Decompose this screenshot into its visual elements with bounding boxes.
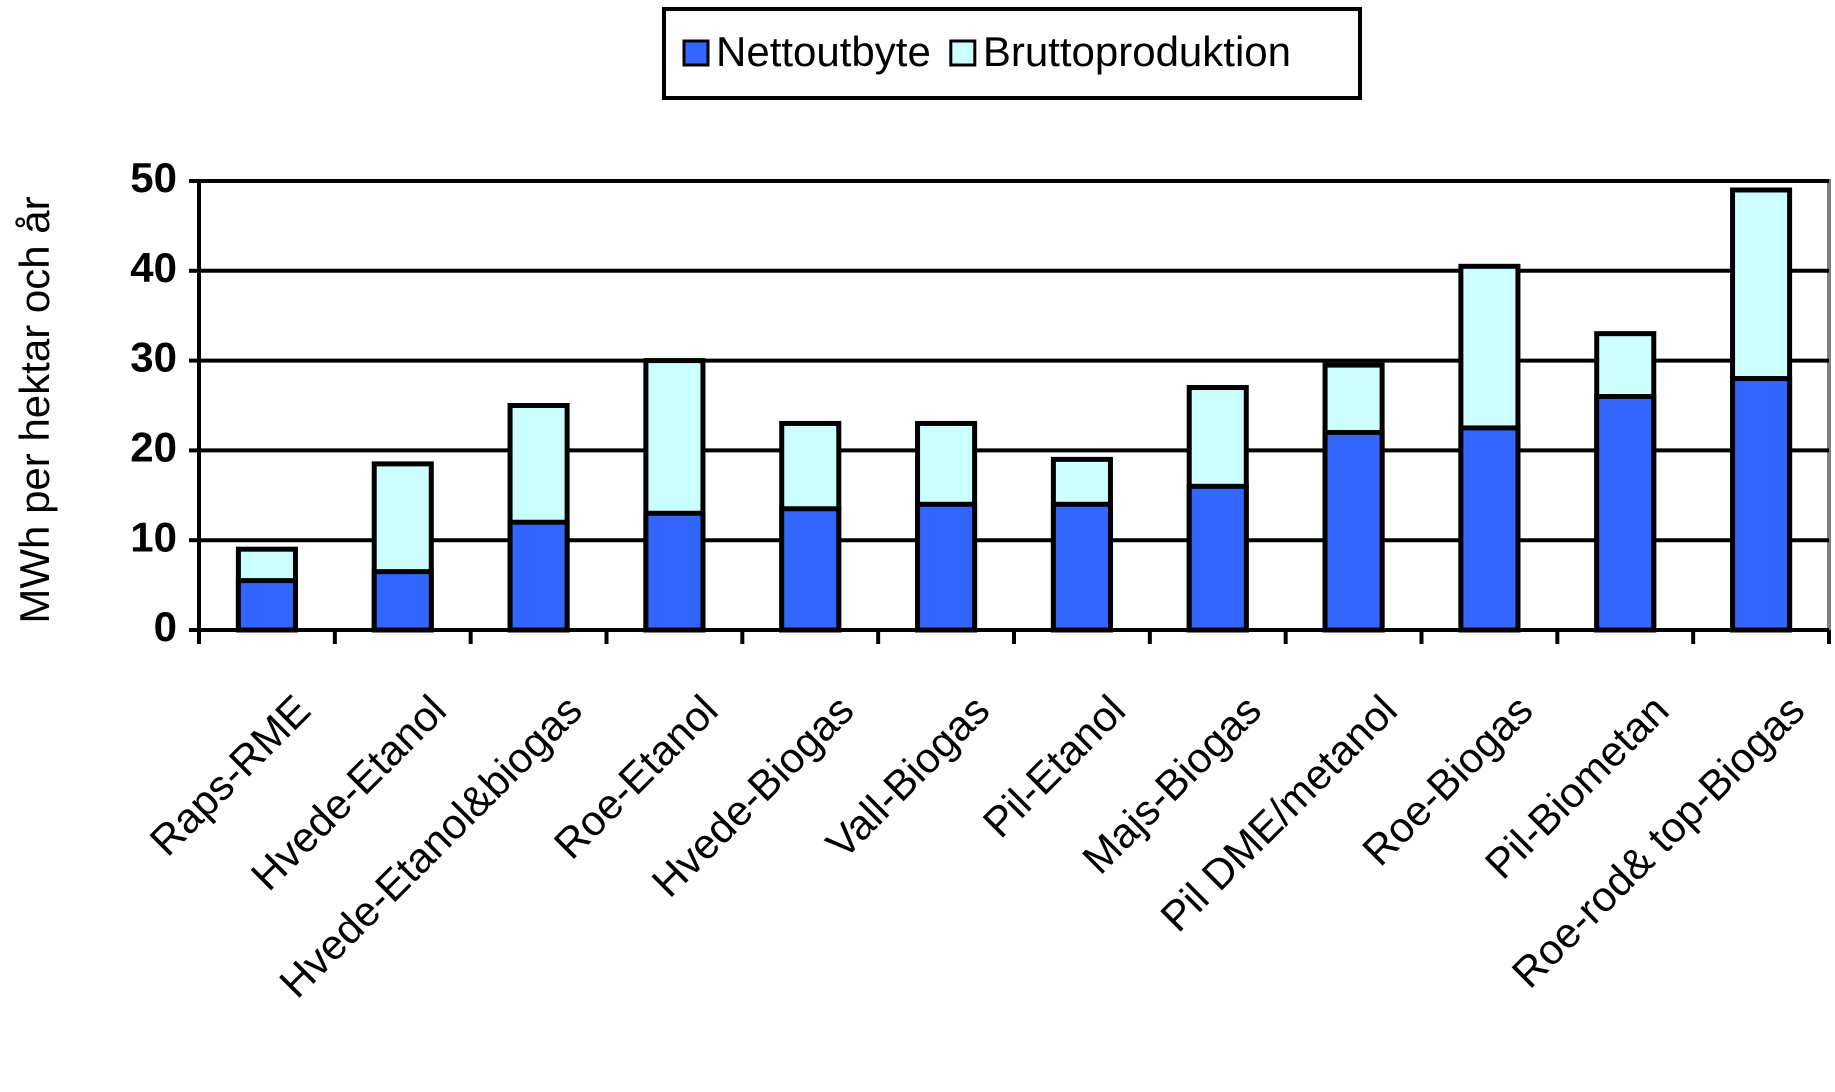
bar [643,510,706,633]
legend-swatch [949,39,977,67]
bar [1322,429,1385,633]
y-tick-label: 30 [130,334,177,381]
plot-border [199,179,1831,630]
y-tick-label: 20 [130,423,177,470]
bar [235,578,298,633]
bar [1730,376,1793,633]
bar [507,519,570,633]
legend-label: Nettoutbyte [716,28,931,75]
y-axis-label: MWh per hektar och år [11,196,58,623]
y-tick-label: 40 [130,244,177,291]
x-tick-label: Pil DME/metanol [1151,686,1405,940]
legend-label: Bruttoproduktion [983,28,1291,75]
y-tick-label: 50 [130,154,177,201]
bar [915,501,978,633]
bar [779,506,842,633]
bar [1050,501,1113,633]
legend-box [662,7,1362,100]
bar [1186,483,1249,633]
legend-swatch [682,39,710,67]
y-tick-label: 0 [154,603,177,650]
bar [1458,425,1521,633]
bar [1594,394,1657,633]
y-tick-label: 10 [130,513,177,560]
bar [371,569,434,633]
